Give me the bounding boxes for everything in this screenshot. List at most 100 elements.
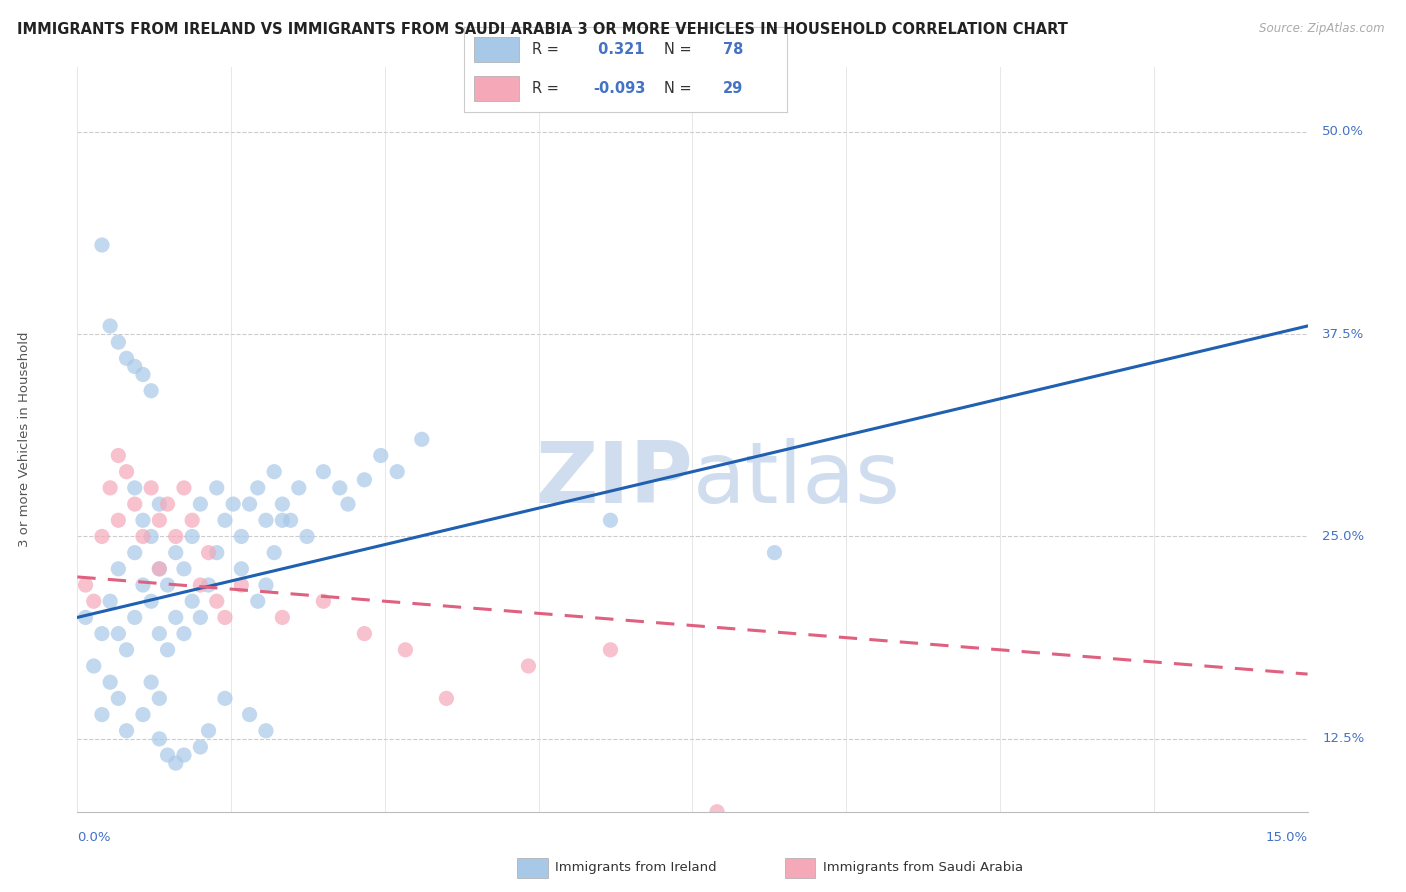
Point (312, 465, 335, 479)
Point (165, 756, 187, 771)
Point (107, 513, 129, 527)
Point (239, 497, 262, 511)
Point (132, 513, 155, 527)
Point (271, 497, 294, 511)
Point (148, 497, 170, 511)
Point (141, 675, 163, 690)
Point (148, 691, 170, 706)
Point (181, 529, 204, 543)
Text: 29: 29 (723, 81, 742, 96)
Text: Source: ZipAtlas.com: Source: ZipAtlas.com (1260, 22, 1385, 36)
Point (188, 497, 212, 511)
Point (231, 529, 253, 543)
Text: 25.0%: 25.0% (1323, 530, 1364, 543)
Point (181, 513, 204, 527)
Point (312, 594, 335, 608)
Point (205, 546, 228, 560)
Point (599, 513, 621, 527)
Point (148, 562, 170, 576)
Point (205, 594, 228, 608)
Point (75, 610, 97, 624)
Point (90, 529, 114, 543)
Point (394, 642, 416, 657)
Point (156, 747, 179, 762)
Point (124, 359, 146, 374)
Point (295, 529, 318, 543)
Point (231, 578, 253, 592)
Point (173, 562, 195, 576)
Text: N =: N = (665, 81, 697, 96)
Point (165, 529, 187, 543)
FancyBboxPatch shape (474, 76, 519, 102)
Point (517, 659, 540, 673)
Point (83, 594, 105, 608)
Point (411, 433, 433, 447)
Point (107, 562, 129, 576)
Point (148, 513, 170, 527)
Point (107, 691, 129, 706)
Point (188, 739, 212, 754)
Text: 50.0%: 50.0% (1323, 125, 1364, 138)
Point (107, 449, 129, 463)
Text: ZIP: ZIP (534, 438, 693, 521)
Point (197, 546, 219, 560)
Text: 3 or more Vehicles in Household: 3 or more Vehicles in Household (17, 332, 31, 547)
Point (599, 642, 621, 657)
Point (263, 465, 285, 479)
Point (141, 481, 163, 495)
Point (165, 546, 187, 560)
Point (132, 707, 155, 722)
Point (98, 481, 121, 495)
Point (337, 497, 360, 511)
Point (385, 465, 409, 479)
Point (148, 731, 170, 746)
Point (254, 513, 277, 527)
Point (107, 626, 129, 640)
Text: 78: 78 (723, 42, 742, 57)
Point (329, 481, 352, 495)
Point (115, 351, 138, 366)
Point (156, 578, 179, 592)
Point (222, 497, 245, 511)
Point (214, 513, 236, 527)
Point (98, 318, 121, 333)
Point (115, 723, 138, 738)
Point (254, 723, 277, 738)
Point (271, 610, 294, 624)
Text: IMMIGRANTS FROM IRELAND VS IMMIGRANTS FROM SAUDI ARABIA 3 OR MORE VEHICLES IN HO: IMMIGRANTS FROM IRELAND VS IMMIGRANTS FR… (17, 22, 1067, 37)
Point (436, 691, 458, 706)
Point (706, 805, 728, 819)
Text: Immigrants from Saudi Arabia: Immigrants from Saudi Arabia (823, 862, 1022, 874)
Point (763, 546, 786, 560)
Point (280, 513, 302, 527)
Point (271, 513, 294, 527)
Point (132, 578, 155, 592)
Point (124, 546, 146, 560)
Point (148, 626, 170, 640)
Point (165, 610, 187, 624)
Point (173, 481, 195, 495)
Text: R =: R = (531, 42, 564, 57)
Point (173, 626, 195, 640)
Point (75, 578, 97, 592)
Point (156, 642, 179, 657)
Point (288, 481, 311, 495)
Point (181, 594, 204, 608)
Point (107, 335, 129, 350)
Point (115, 642, 138, 657)
Text: N =: N = (665, 42, 697, 57)
Point (239, 707, 262, 722)
Point (83, 659, 105, 673)
Text: Immigrants from Ireland: Immigrants from Ireland (555, 862, 717, 874)
Point (132, 368, 155, 382)
Text: atlas: atlas (693, 438, 900, 521)
Text: 15.0%: 15.0% (1265, 831, 1308, 844)
Point (98, 675, 121, 690)
FancyBboxPatch shape (474, 37, 519, 62)
Point (124, 497, 146, 511)
Point (263, 546, 285, 560)
Point (370, 449, 392, 463)
Point (214, 691, 236, 706)
Text: -0.093: -0.093 (593, 81, 645, 96)
Point (353, 473, 375, 487)
